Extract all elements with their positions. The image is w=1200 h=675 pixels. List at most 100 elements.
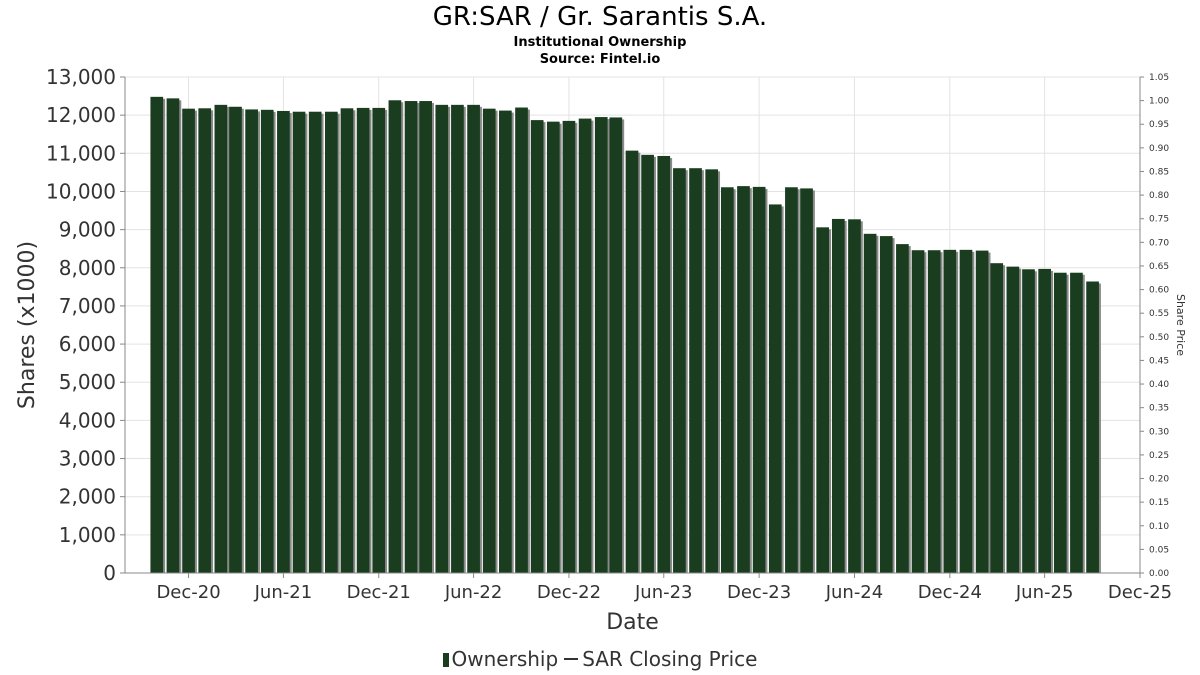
y-tick-label: 6,000 bbox=[59, 332, 116, 356]
chart-source: Source: Fintel.io bbox=[539, 52, 661, 67]
bar bbox=[990, 263, 1004, 573]
bar bbox=[911, 250, 925, 574]
bar bbox=[927, 250, 941, 574]
bar bbox=[705, 169, 719, 573]
x-tick-label: Jun-24 bbox=[825, 582, 884, 603]
bar bbox=[609, 117, 623, 573]
bar bbox=[657, 155, 671, 573]
bar bbox=[372, 107, 386, 574]
bar bbox=[292, 111, 306, 573]
bar bbox=[308, 111, 322, 573]
y2-tick-label: 0.85 bbox=[1149, 167, 1169, 177]
bar bbox=[419, 101, 432, 573]
bar bbox=[625, 150, 639, 574]
x-tick-label: Jun-21 bbox=[254, 582, 313, 603]
bar bbox=[150, 96, 164, 573]
y-tick-label: 4,000 bbox=[59, 408, 116, 432]
bar bbox=[499, 110, 512, 574]
bar bbox=[578, 118, 592, 573]
bar bbox=[356, 107, 370, 574]
y-tick-label: 3,000 bbox=[59, 447, 116, 471]
bar bbox=[768, 204, 782, 574]
bar bbox=[689, 168, 702, 574]
y2-tick-label: 0.30 bbox=[1149, 427, 1169, 437]
y-tick-label: 13,000 bbox=[46, 65, 116, 89]
y2-tick-label: 0.45 bbox=[1149, 356, 1169, 366]
y-tick-label: 11,000 bbox=[46, 141, 116, 165]
legend-bar-swatch bbox=[442, 653, 449, 667]
bar bbox=[562, 120, 576, 573]
y2-tick-label: 0.35 bbox=[1149, 404, 1169, 414]
bar bbox=[182, 108, 195, 573]
y-tick-label: 1,000 bbox=[59, 523, 116, 547]
bar bbox=[785, 187, 798, 573]
y2-tick-label: 0.95 bbox=[1149, 120, 1169, 130]
bar bbox=[752, 186, 766, 574]
x-tick-label: Jun-25 bbox=[1015, 582, 1074, 603]
y-tick-label: 2,000 bbox=[59, 485, 116, 509]
bar bbox=[435, 104, 449, 574]
y2-axis-label: Share Price bbox=[1174, 294, 1187, 356]
y-tick-label: 7,000 bbox=[59, 294, 116, 318]
legend-price-label: SAR Closing Price bbox=[582, 647, 758, 671]
y2-tick-label: 0.25 bbox=[1149, 451, 1169, 461]
chart-title: GR:SAR / Gr. Sarantis S.A. bbox=[432, 2, 768, 32]
bar bbox=[975, 250, 989, 573]
bar bbox=[229, 106, 242, 573]
y2-tick-label: 1.00 bbox=[1149, 97, 1169, 107]
x-tick-label: Dec-23 bbox=[727, 582, 791, 603]
y-tick-label: 9,000 bbox=[59, 218, 116, 242]
bar bbox=[546, 121, 560, 573]
bar bbox=[166, 98, 180, 574]
x-tick-label: Dec-21 bbox=[347, 582, 411, 603]
y2-tick-label: 0.70 bbox=[1149, 238, 1169, 248]
bar bbox=[1053, 272, 1067, 573]
y2-tick-label: 0.65 bbox=[1149, 262, 1169, 272]
x-tick-label: Dec-25 bbox=[1108, 582, 1172, 603]
y-tick-label: 0 bbox=[103, 561, 116, 585]
x-tick-label: Jun-22 bbox=[444, 582, 503, 603]
bar bbox=[277, 110, 290, 574]
legend: Ownership SAR Closing Price bbox=[0, 647, 1200, 671]
bar bbox=[863, 233, 877, 573]
bar bbox=[260, 109, 274, 573]
bar bbox=[943, 249, 957, 574]
y2-tick-label: 1.05 bbox=[1149, 73, 1169, 83]
y2-tick-label: 0.60 bbox=[1149, 286, 1169, 296]
legend-ownership-label: Ownership bbox=[451, 647, 559, 671]
bar bbox=[800, 188, 813, 573]
y2-tick-label: 0.90 bbox=[1149, 144, 1169, 154]
bar bbox=[1038, 268, 1051, 573]
bar bbox=[673, 168, 686, 574]
bar bbox=[959, 249, 973, 574]
y2-tick-label: 0.75 bbox=[1149, 215, 1169, 225]
x-tick-label: Dec-22 bbox=[537, 582, 601, 603]
y-tick-label: 10,000 bbox=[46, 179, 116, 203]
y2-tick-label: 0.55 bbox=[1149, 309, 1169, 319]
bar bbox=[1006, 266, 1020, 573]
bar bbox=[198, 108, 212, 573]
y2-tick-label: 0.05 bbox=[1149, 545, 1169, 555]
y2-tick-label: 0.50 bbox=[1149, 333, 1169, 343]
y2-tick-label: 0.40 bbox=[1149, 380, 1169, 390]
y2-tick-label: 0.20 bbox=[1149, 475, 1169, 485]
x-tick-label: Dec-20 bbox=[156, 582, 220, 603]
bar bbox=[214, 104, 228, 574]
bar bbox=[451, 104, 464, 574]
y2-tick-label: 0.10 bbox=[1149, 522, 1169, 532]
bar bbox=[245, 109, 258, 573]
bar bbox=[594, 117, 608, 574]
bar bbox=[831, 218, 845, 573]
y-tick-label: 12,000 bbox=[46, 103, 116, 127]
bar bbox=[404, 101, 418, 573]
bar bbox=[720, 187, 734, 573]
bar bbox=[848, 219, 861, 573]
x-tick-label: Dec-24 bbox=[918, 582, 982, 603]
legend-line-swatch bbox=[564, 658, 579, 660]
bar bbox=[467, 104, 480, 574]
bar bbox=[530, 120, 544, 574]
bar bbox=[324, 111, 338, 573]
bar bbox=[641, 154, 654, 573]
bar bbox=[896, 244, 909, 574]
